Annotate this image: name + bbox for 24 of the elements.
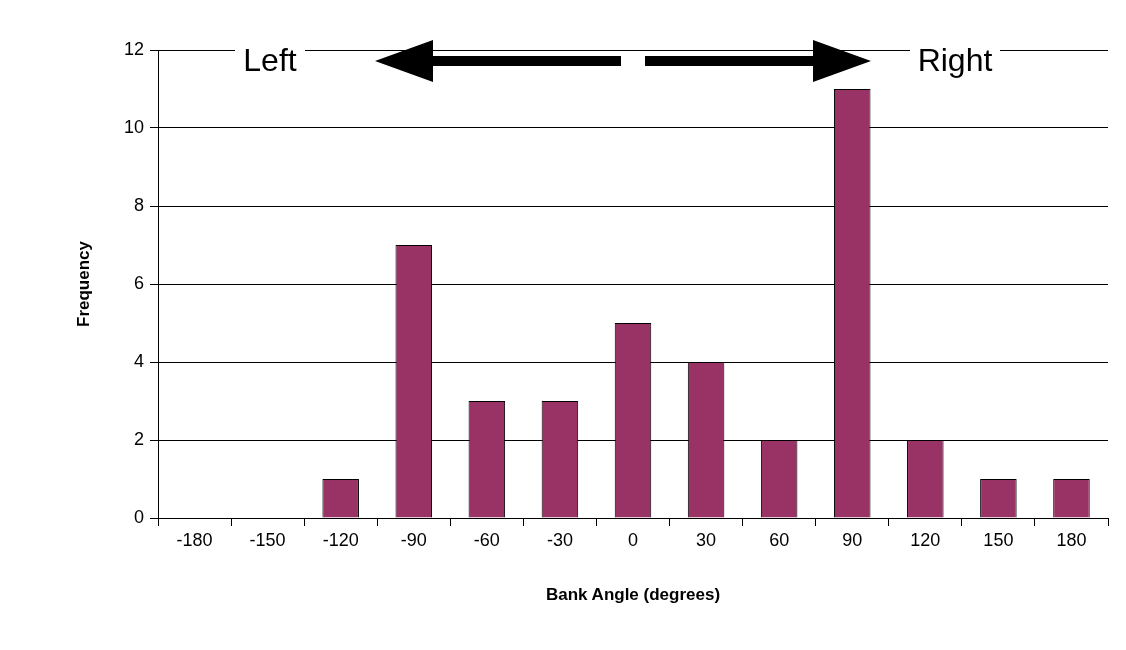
y-tick-label: 2: [133, 428, 144, 449]
y-tick-label: 0: [133, 506, 144, 527]
y-tick-label: 6: [133, 272, 144, 293]
x-tick-label: 180: [1056, 529, 1087, 550]
y-axis-title: Frequency: [73, 240, 93, 327]
x-tick-label: -120: [322, 529, 359, 550]
x-tick-label: -90: [400, 529, 427, 550]
x-tick-label: 90: [842, 529, 863, 550]
x-tick-label: 150: [983, 529, 1014, 550]
y-tick-label: 10: [123, 116, 144, 137]
x-tick-label: 30: [696, 529, 717, 550]
x-tick-label: -150: [249, 529, 286, 550]
x-tick-label: -60: [473, 529, 500, 550]
y-tick-label: 4: [133, 350, 144, 371]
x-axis-title: Bank Angle (degrees): [545, 585, 721, 605]
x-tick-label: -180: [176, 529, 213, 550]
x-tick-label: -30: [546, 529, 573, 550]
y-tick-label: 12: [123, 38, 144, 59]
y-tick-label: 8: [133, 194, 144, 215]
x-tick-label: 120: [910, 529, 941, 550]
x-tick-label: 0: [627, 529, 639, 550]
annotation: Right: [909, 42, 1001, 78]
x-tick-label: 60: [769, 529, 790, 550]
annotation: Left: [235, 42, 305, 78]
